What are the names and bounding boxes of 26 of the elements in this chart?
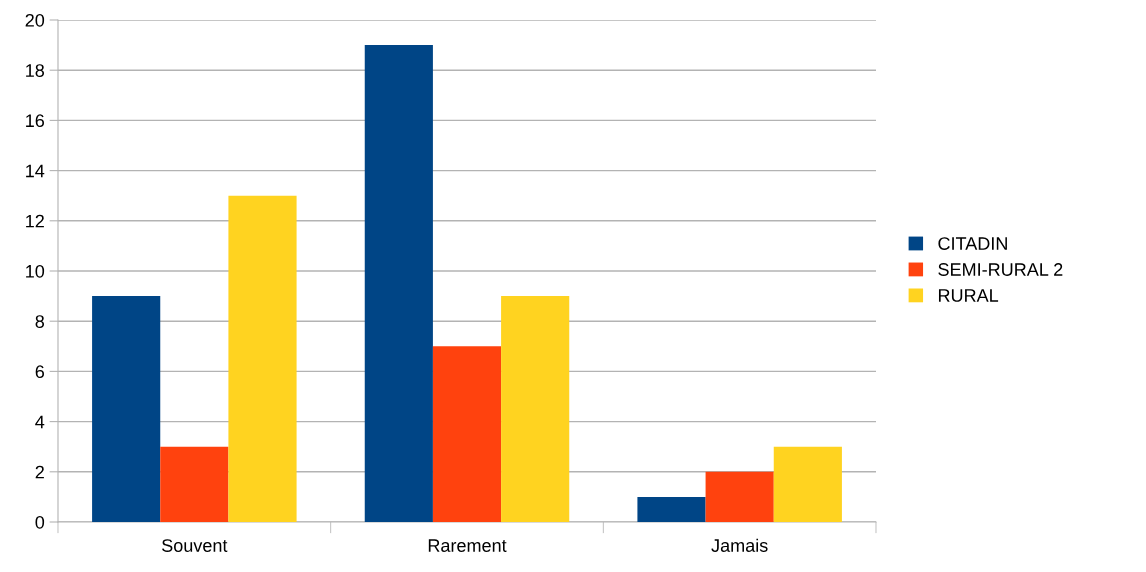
bar — [364, 45, 433, 522]
x-tick-label: Souvent — [162, 539, 228, 552]
y-tick-label: 18 — [26, 64, 45, 77]
y-tick-label: 14 — [26, 164, 45, 178]
x-tick-label: Rarement — [428, 539, 507, 552]
y-tick-label: 20 — [25, 13, 45, 27]
legend-label: SEMI-RURAL 2 — [938, 263, 1063, 276]
y-tick-label: 4 — [35, 415, 45, 429]
bar — [228, 195, 297, 522]
bar — [501, 296, 570, 522]
y-tick-label: 2 — [35, 465, 44, 479]
legend-label: RURAL — [938, 289, 999, 302]
y-tick-label: 16 — [26, 114, 45, 128]
y-tick-label: 0 — [35, 515, 45, 529]
bar — [92, 296, 161, 522]
y-tick-label: 12 — [26, 214, 44, 228]
y-tick-label: 10 — [26, 264, 45, 278]
y-tick-label: 6 — [35, 365, 45, 379]
bar — [637, 496, 706, 522]
x-tick-label: Jamais — [711, 538, 768, 552]
bar — [160, 446, 229, 522]
y-tick-label: 8 — [35, 315, 45, 328]
bar — [773, 446, 842, 522]
bar — [705, 471, 774, 522]
bar — [432, 346, 502, 522]
legend-label: CITADIN — [938, 237, 1007, 250]
